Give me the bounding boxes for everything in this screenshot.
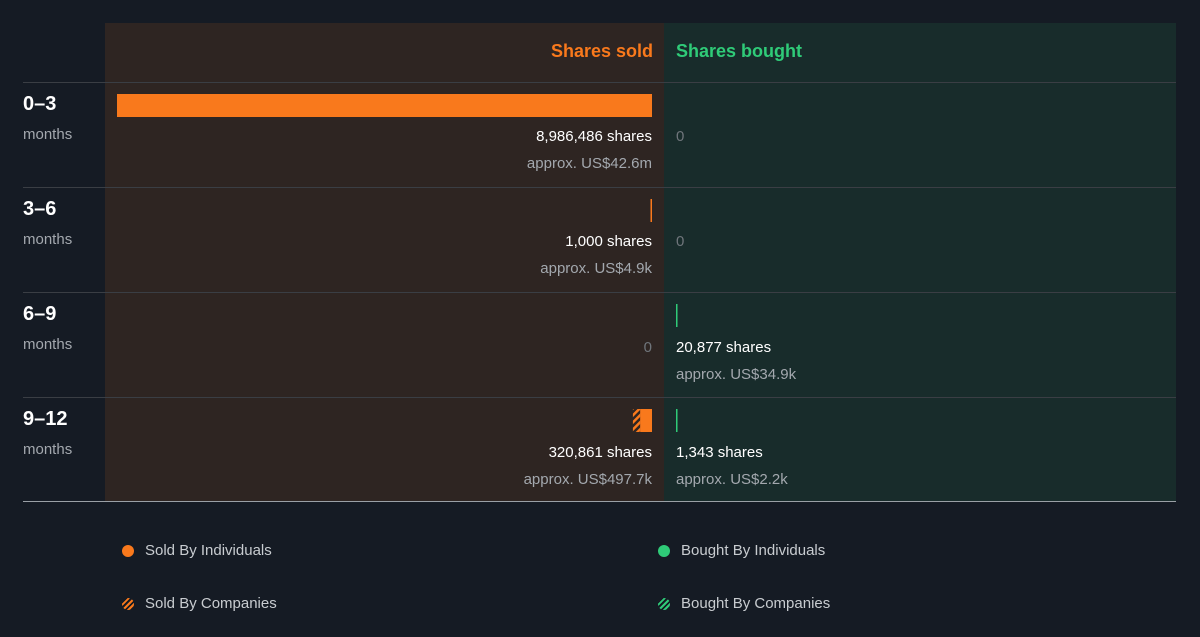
sold-individuals-bar: [640, 409, 652, 432]
sold-shares-label: 0: [643, 339, 652, 356]
row-divider: [23, 397, 1176, 398]
period-range-label: 3–6: [23, 198, 57, 220]
legend-dot-icon: [658, 545, 670, 558]
period-unit-label: months: [23, 336, 73, 353]
legend-label: Sold By Companies: [145, 595, 277, 612]
legend-label: Bought By Individuals: [681, 542, 826, 559]
sold-individuals-bar: [650, 199, 652, 222]
period-unit-label: months: [23, 441, 73, 458]
sold-value-label: approx. US$4.9k: [540, 260, 652, 277]
shares-sold-header: Shares sold: [550, 41, 653, 61]
legend-sold-companies: Sold By Companies: [122, 595, 277, 613]
period-range-label: 0–3: [23, 93, 57, 115]
bought-individuals-bar: [676, 409, 678, 432]
sold-shares-label: 8,986,486 shares: [536, 128, 652, 145]
shares-bought-header: Shares bought: [676, 41, 803, 61]
period-unit-label: months: [23, 231, 73, 248]
sold-companies-bar: [632, 409, 641, 432]
sold-individuals-bar: [117, 94, 652, 117]
legend-bought-individuals: Bought By Individuals: [658, 542, 825, 560]
chart-bottom-axis: [23, 501, 1176, 502]
period-unit-label: months: [23, 126, 73, 143]
bought-shares-label: 1,343 shares: [676, 444, 763, 461]
bought-shares-label: 0: [676, 233, 685, 250]
legend-striped-dot-icon: [658, 598, 670, 611]
legend-striped-dot-icon: [122, 598, 134, 611]
legend-label: Sold By Individuals: [145, 542, 272, 559]
legend-bought-companies: Bought By Companies: [658, 595, 830, 613]
row-divider: [23, 292, 1176, 293]
bought-shares-label: 20,877 shares: [676, 339, 772, 356]
sold-shares-label: 320,861 shares: [548, 444, 652, 461]
sold-value-label: approx. US$497.7k: [523, 471, 652, 488]
sold-value-label: approx. US$42.6m: [526, 155, 652, 172]
row-divider: [23, 82, 1176, 83]
bought-panel: [664, 23, 1176, 502]
period-range-label: 6–9: [23, 303, 57, 325]
bought-value-label: approx. US$2.2k: [676, 471, 788, 488]
bought-value-label: approx. US$34.9k: [676, 366, 797, 383]
legend-sold-individuals: Sold By Individuals: [122, 542, 272, 560]
row-divider: [23, 187, 1176, 188]
bought-shares-label: 0: [676, 128, 685, 145]
bought-individuals-bar: [676, 304, 678, 327]
legend-dot-icon: [122, 545, 134, 558]
period-range-label: 9–12: [23, 408, 68, 430]
sold-shares-label: 1,000 shares: [565, 233, 652, 250]
legend-label: Bought By Companies: [681, 595, 831, 612]
